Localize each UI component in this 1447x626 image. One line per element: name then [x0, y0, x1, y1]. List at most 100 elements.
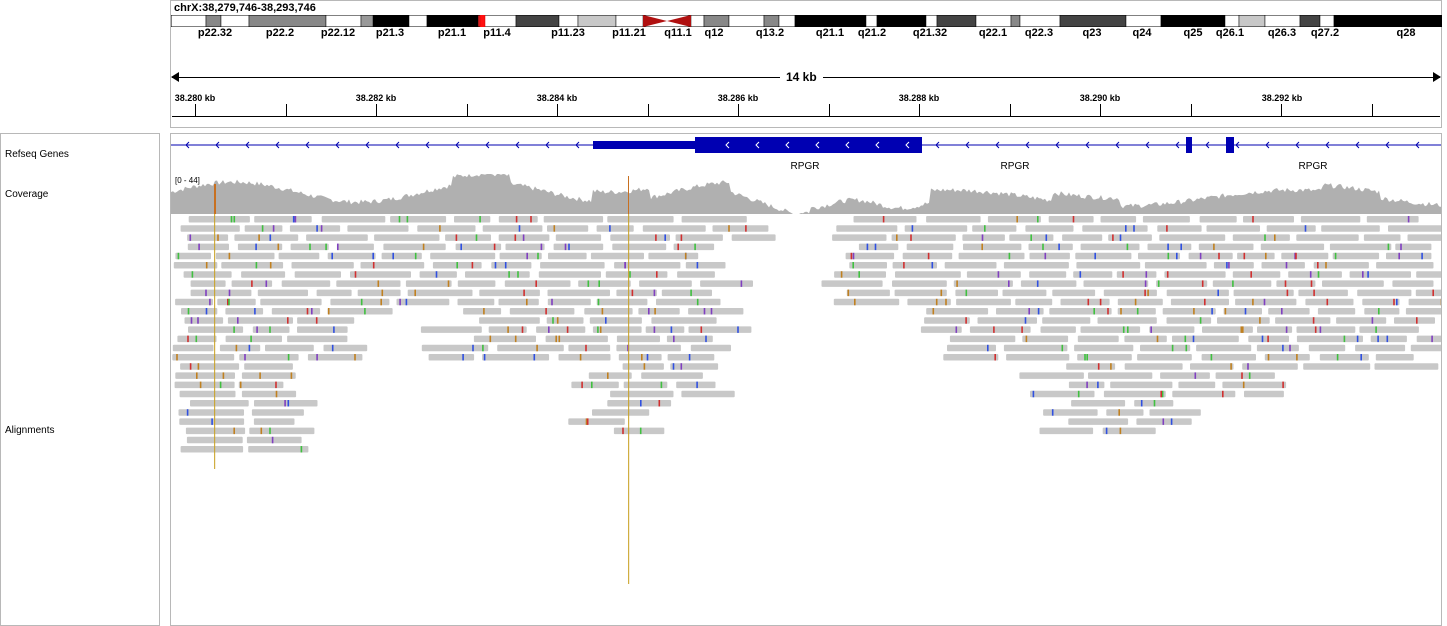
aligned-read — [596, 225, 634, 232]
aligned-read — [1308, 344, 1346, 352]
track-name-alignments[interactable]: Alignments — [5, 425, 55, 436]
aligned-read — [357, 289, 401, 297]
aligned-read — [1052, 289, 1096, 297]
aligned-read — [1405, 308, 1441, 315]
refseq-gene-track[interactable] — [171, 134, 1441, 158]
aligned-read — [731, 234, 776, 241]
aligned-read — [891, 234, 956, 241]
track-name-refseq[interactable]: Refseq Genes — [5, 149, 69, 160]
aligned-read — [316, 289, 352, 297]
aligned-read — [894, 289, 947, 297]
aligned-read — [836, 225, 898, 232]
aligned-read — [241, 390, 297, 398]
coverage-track[interactable] — [171, 170, 1441, 214]
aligned-read — [1030, 390, 1095, 398]
ideogram-band — [1319, 15, 1335, 27]
aligned-read — [307, 354, 363, 361]
ideogram-band — [615, 15, 644, 27]
aligned-read — [1336, 317, 1387, 324]
aligned-read — [616, 335, 660, 343]
ideogram-band — [1125, 15, 1162, 27]
aligned-read — [180, 363, 240, 370]
aligned-read — [1076, 262, 1141, 269]
aligned-read — [290, 243, 329, 251]
aligned-read — [700, 280, 753, 287]
aligned-read — [547, 225, 589, 232]
aligned-read — [1202, 326, 1253, 333]
aligned-read — [509, 308, 575, 315]
variant-column — [214, 214, 216, 469]
aligned-read — [675, 234, 723, 241]
aligned-read — [616, 289, 657, 297]
ruler-tick-label: 38.284 kb — [536, 93, 578, 103]
aligned-read — [1102, 427, 1156, 435]
aligned-read — [1049, 308, 1112, 315]
strand-arrow — [905, 141, 910, 149]
aligned-read — [1261, 262, 1305, 269]
track-name-coverage[interactable]: Coverage — [5, 189, 49, 200]
strand-arrow — [815, 141, 820, 149]
aligned-read — [536, 326, 586, 333]
aligned-read — [1296, 326, 1356, 333]
strand-arrow — [455, 141, 460, 149]
aligned-read — [254, 400, 318, 407]
aligned-read — [1117, 308, 1156, 315]
aligned-read — [666, 335, 713, 343]
aligned-read — [221, 262, 284, 269]
ideogram-band-label: p22.12 — [320, 27, 356, 39]
aligned-read — [712, 225, 769, 232]
aligned-read — [1213, 262, 1254, 269]
aligned-read — [1198, 243, 1254, 251]
aligned-read — [584, 308, 633, 315]
aligned-read — [498, 234, 550, 241]
aligned-read — [1313, 262, 1369, 269]
centromere-p-arm — [643, 15, 667, 27]
aligned-read — [407, 289, 473, 297]
aligned-read — [239, 354, 299, 361]
aligned-read — [1077, 354, 1132, 361]
aligned-read — [1083, 280, 1149, 287]
aligned-read — [1068, 418, 1129, 425]
aligned-read — [1160, 372, 1210, 379]
gene-exon — [1226, 137, 1234, 153]
aligned-read — [1416, 335, 1441, 343]
aligned-read — [642, 225, 706, 232]
aligned-read — [605, 271, 668, 278]
aligned-read — [390, 216, 447, 223]
aligned-read — [1043, 409, 1098, 416]
gene-exon — [695, 137, 922, 153]
aligned-read — [479, 289, 540, 297]
aligned-read — [281, 280, 331, 287]
aligned-read — [955, 289, 998, 297]
chromosome-ideogram[interactable] — [171, 15, 1442, 27]
ruler-baseline — [172, 116, 1440, 117]
current-region-marker — [479, 15, 486, 27]
aligned-read — [853, 216, 917, 223]
aligned-read — [892, 280, 947, 287]
aligned-read — [1276, 280, 1316, 287]
aligned-read — [225, 308, 264, 315]
aligned-read — [540, 262, 605, 269]
aligned-read — [1019, 372, 1084, 379]
aligned-read — [463, 308, 502, 315]
aligned-read — [892, 262, 937, 269]
aligned-read — [183, 271, 232, 278]
ideogram-band — [763, 15, 780, 27]
ideogram-band-label: p21.3 — [375, 27, 405, 39]
ruler-tick — [557, 104, 558, 116]
aligned-read — [592, 409, 650, 416]
aligned-read — [1106, 409, 1144, 416]
aligned-read — [538, 271, 601, 278]
aligned-read — [1244, 390, 1284, 398]
alignment-track[interactable] — [171, 214, 1441, 625]
aligned-read — [455, 243, 502, 251]
aligned-read — [895, 271, 961, 278]
aligned-read — [253, 418, 295, 425]
strand-arrow — [1025, 141, 1030, 149]
strand-arrow — [545, 141, 550, 149]
gene-label-2: RPGR — [1000, 161, 1030, 172]
aligned-read — [1172, 390, 1236, 398]
aligned-read — [681, 390, 735, 398]
aligned-read — [1170, 298, 1229, 306]
strand-arrow — [515, 141, 520, 149]
